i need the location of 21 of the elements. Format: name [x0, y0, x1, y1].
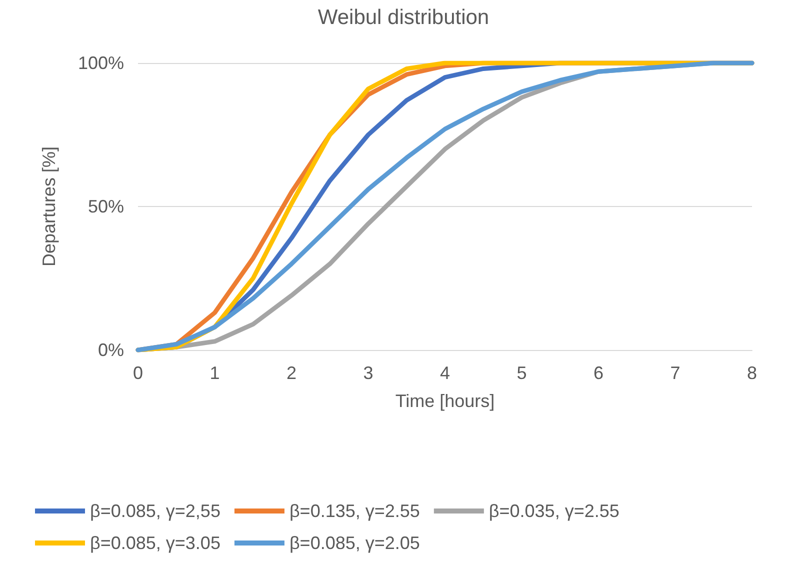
- x-tick-label: 4: [440, 363, 450, 383]
- x-axis-title: Time [hours]: [395, 391, 495, 411]
- chart-title: Weibul distribution: [318, 6, 490, 29]
- x-tick-label: 6: [593, 363, 604, 383]
- y-axis-title: Departures [%]: [39, 146, 59, 267]
- line-series: [136, 60, 754, 352]
- legend-label: β=0.085, γ=2.05: [289, 533, 420, 553]
- legend-label: β=0.135, γ=2.55: [289, 501, 420, 521]
- x-tick-label: 0: [132, 363, 144, 383]
- legend-label: β=0.085, γ=3.05: [90, 533, 220, 553]
- legend-label: β=0.035, γ=2.55: [488, 501, 620, 521]
- y-tick-label: 50%: [88, 196, 124, 216]
- x-tick-label: 2: [286, 363, 297, 383]
- y-tick-label: 0%: [98, 340, 124, 360]
- x-tick-label: 7: [670, 363, 680, 383]
- x-tick-label: 3: [363, 363, 374, 383]
- legend-label: β=0.085, γ=2,55: [90, 501, 220, 521]
- y-tick-label: 100%: [78, 53, 124, 73]
- x-tick-label: 1: [210, 363, 220, 383]
- x-tick-label: 5: [516, 363, 527, 383]
- x-tick-label: 8: [746, 363, 758, 383]
